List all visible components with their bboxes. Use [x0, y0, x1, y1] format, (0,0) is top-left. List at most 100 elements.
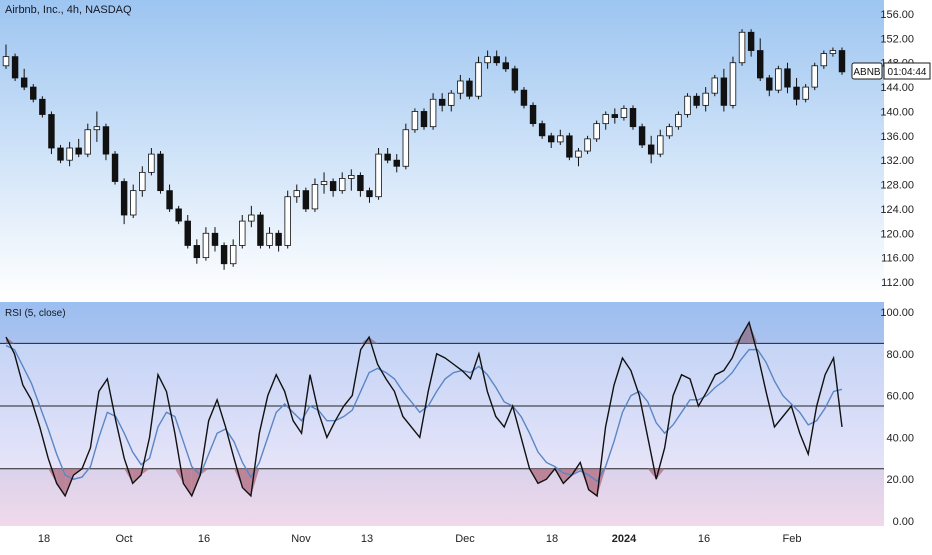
candle-up	[66, 147, 73, 161]
price-tick-label: 156.00	[880, 9, 914, 21]
price-chart-title: Airbnb, Inc., 4h, NASDAQ	[5, 4, 132, 16]
candle-up	[829, 50, 837, 54]
candle-down	[357, 175, 364, 192]
candle-up	[802, 86, 809, 100]
candle-up	[311, 184, 319, 210]
time-tick-label: 18	[546, 533, 558, 545]
candle-down	[511, 68, 519, 91]
candle-up	[293, 190, 300, 198]
candle-down	[438, 98, 446, 106]
candle-up	[139, 171, 146, 192]
candle-down	[175, 208, 182, 222]
time-tick-label: Nov	[291, 533, 311, 545]
candle-down	[548, 135, 555, 143]
panel-divider[interactable]	[0, 298, 932, 302]
candle-down	[420, 111, 428, 128]
candle-down	[747, 31, 755, 51]
candle-up	[457, 80, 464, 94]
candle-down	[39, 98, 46, 115]
rsi-axis: 100.00 80.00 60.00 40.00 20.00 0.00	[880, 307, 914, 528]
candle-up	[602, 114, 609, 125]
candle-down	[611, 114, 619, 118]
candle-down	[766, 77, 773, 91]
candle-down	[384, 153, 391, 161]
candle-down	[629, 108, 637, 128]
time-tick-label: Dec	[455, 533, 475, 545]
candle-up	[475, 62, 482, 97]
candle-down	[647, 144, 655, 155]
candle-down	[784, 68, 791, 88]
candle-up	[148, 153, 155, 173]
candle-down	[538, 123, 546, 137]
candle-down	[502, 62, 509, 70]
candle-up	[248, 214, 255, 222]
candle-up	[429, 98, 437, 128]
candle-up	[320, 181, 328, 185]
price-tick-label: 140.00	[880, 106, 914, 118]
time-tick-label: 13	[361, 533, 373, 545]
rsi-tick-label: 60.00	[886, 391, 914, 403]
time-tick-label: 16	[198, 533, 210, 545]
candle-down	[11, 56, 19, 79]
candle-up	[266, 232, 273, 246]
rsi-plot	[0, 320, 884, 498]
candle-down	[493, 56, 500, 64]
rsi-oversold-fill	[124, 468, 133, 484]
price-panel-bg	[0, 0, 884, 298]
candle-up	[484, 56, 491, 64]
time-tick-label: Feb	[783, 533, 802, 545]
candle-up	[375, 153, 382, 198]
candle-up	[775, 68, 782, 91]
candle-down	[111, 153, 119, 182]
rsi-oversold-fill	[588, 468, 598, 496]
candle-down	[30, 86, 37, 100]
candle-up	[620, 108, 628, 118]
candle-down	[520, 89, 528, 106]
candle-down	[329, 181, 337, 192]
candle-down	[166, 190, 173, 210]
rsi-tick-label: 100.00	[880, 307, 914, 319]
rsi-line	[5, 320, 843, 498]
rsi-oversold-fill	[48, 468, 57, 484]
candle-up	[557, 135, 564, 143]
candle-up	[348, 175, 355, 179]
rsi-oversold-fill	[183, 468, 192, 496]
candle-up	[2, 56, 10, 67]
time-tick-label: 2024	[612, 533, 637, 545]
candle-up	[130, 190, 137, 216]
ticker-badge-label: ABNB	[853, 67, 881, 78]
candle-up	[820, 53, 828, 67]
rsi-panel-title: RSI (5, close)	[5, 308, 66, 319]
candle-up	[339, 178, 346, 192]
rsi-overbought-fill	[740, 322, 750, 344]
price-axis: 156.00152.00148.00144.00140.00136.00132.…	[880, 9, 914, 289]
candle-down	[366, 190, 373, 198]
candle-down	[220, 245, 228, 265]
candle-up	[729, 62, 737, 106]
candle-down	[566, 135, 573, 158]
time-axis: 18 Oct 16 Nov 13 Dec 18 2024 16 Feb	[38, 533, 802, 545]
rsi-oversold-fill	[563, 468, 572, 484]
candle-up	[593, 123, 600, 140]
time-tick-label: 16	[698, 533, 710, 545]
candle-down	[302, 190, 310, 210]
rsi-oversold-fill	[571, 468, 581, 476]
candle-up	[448, 92, 455, 106]
rsi-tick-label: 40.00	[886, 432, 914, 444]
candle-up	[584, 138, 591, 152]
ticker-badge[interactable]: ABNB	[851, 62, 883, 80]
candle-up	[575, 150, 582, 158]
candle-down	[48, 114, 55, 149]
candle-up	[684, 95, 691, 115]
candle-up	[675, 114, 682, 128]
candle-up	[284, 196, 291, 246]
candle-up	[229, 245, 237, 265]
candle-up	[202, 232, 210, 259]
candle-up	[402, 129, 410, 167]
rsi-tick-label: 20.00	[886, 474, 914, 486]
candle-down	[529, 104, 537, 125]
price-tick-label: 136.00	[880, 131, 914, 143]
candle-down	[157, 153, 164, 192]
